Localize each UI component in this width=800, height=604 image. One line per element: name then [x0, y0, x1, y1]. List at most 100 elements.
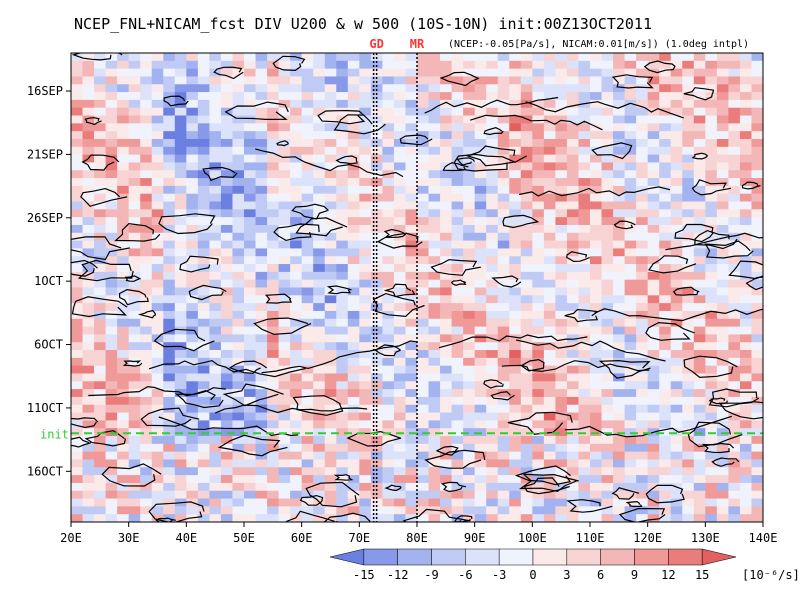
heatmap-cell — [393, 240, 407, 250]
heatmap-cell — [647, 76, 660, 85]
heatmap-cell — [659, 287, 672, 296]
heatmap-cell — [705, 123, 718, 132]
heatmap-cell — [71, 154, 84, 164]
heatmap-cell — [105, 381, 118, 390]
heatmap-cell — [705, 279, 718, 289]
x-tick-label: 110E — [576, 531, 605, 545]
heatmap-cell — [636, 162, 649, 171]
heatmap-cell — [405, 271, 418, 281]
heatmap-cell — [463, 232, 476, 242]
colorbar-swatch — [465, 548, 500, 566]
heatmap-cell — [520, 318, 533, 328]
heatmap-cell — [543, 295, 556, 304]
contour-line — [88, 386, 226, 397]
heatmap-cell — [336, 271, 349, 281]
heatmap-cell — [566, 76, 580, 85]
heatmap-cell — [163, 53, 176, 62]
heatmap-cell — [451, 264, 464, 273]
heatmap-cell — [244, 365, 257, 375]
heatmap-cell — [209, 396, 222, 406]
heatmap-cell — [382, 264, 395, 273]
heatmap-cell — [117, 60, 130, 70]
heatmap-cell — [659, 412, 672, 421]
heatmap-cell — [613, 303, 626, 312]
heatmap-cell — [728, 217, 741, 226]
heatmap-cell — [601, 303, 614, 312]
heatmap-cell — [497, 248, 510, 257]
heatmap-cell — [601, 334, 614, 343]
heatmap-cell — [578, 154, 591, 164]
contour-line — [272, 55, 306, 72]
contour-line — [483, 127, 504, 136]
heatmap-cell — [347, 107, 360, 117]
y-tick-label: 1OCT — [34, 274, 63, 288]
heatmap-cell — [405, 467, 418, 476]
heatmap-cell — [151, 514, 164, 522]
heatmap-cell — [659, 350, 672, 359]
heatmap-cell — [324, 123, 337, 132]
heatmap-cell — [670, 310, 683, 320]
heatmap-cell — [693, 482, 706, 492]
heatmap-cell — [486, 154, 499, 164]
heatmap-cell — [440, 131, 453, 140]
heatmap-cell — [751, 248, 763, 257]
heatmap-cell — [417, 482, 430, 492]
heatmap-cell — [751, 123, 763, 132]
heatmap-cell — [71, 185, 84, 195]
heatmap-cell — [313, 185, 326, 195]
heatmap-cell — [370, 248, 383, 257]
heatmap-cell — [82, 326, 95, 335]
heatmap-cell — [647, 185, 660, 195]
heatmap-cell — [186, 107, 199, 117]
heatmap-cell — [151, 350, 164, 359]
heatmap-cell — [474, 295, 487, 304]
heatmap-cell — [636, 92, 649, 101]
heatmap-cell — [590, 490, 603, 500]
heatmap-cell — [347, 420, 360, 429]
heatmap-cell — [94, 287, 107, 296]
heatmap-cell — [301, 115, 314, 124]
heatmap-cell — [463, 84, 476, 93]
heatmap-cell — [163, 506, 176, 515]
heatmap-cell — [670, 193, 683, 203]
heatmap-cell — [670, 506, 683, 515]
heatmap-cell — [659, 201, 672, 210]
heatmap-cell — [290, 193, 303, 203]
heatmap-cell — [290, 138, 303, 148]
heatmap-cell — [659, 178, 672, 187]
heatmap-cell — [463, 350, 476, 359]
heatmap-cell — [451, 99, 464, 109]
heatmap-cell — [382, 60, 395, 70]
heatmap-cell — [509, 53, 522, 62]
heatmap-cell — [670, 443, 683, 453]
heatmap-cell — [624, 209, 637, 218]
heatmap-cell — [497, 193, 510, 203]
heatmap-cell — [578, 287, 591, 296]
heatmap-cell — [393, 514, 407, 522]
heatmap-cell — [463, 271, 476, 281]
heatmap-cell — [186, 154, 199, 164]
heatmap-cell — [359, 217, 372, 226]
heatmap-cell — [393, 201, 407, 210]
heatmap-cell — [659, 53, 672, 62]
heatmap-cell — [313, 303, 326, 312]
heatmap-cell — [440, 310, 453, 320]
heatmap-cell — [290, 248, 303, 257]
heatmap-cell — [94, 248, 107, 257]
heatmap-cell — [255, 373, 268, 382]
heatmap-cell — [497, 498, 510, 507]
heatmap-cell — [486, 498, 499, 507]
heatmap-cell — [417, 287, 430, 296]
heatmap-cell — [693, 295, 706, 304]
heatmap-cell — [255, 201, 268, 210]
heatmap-cell — [255, 193, 268, 203]
heatmap-cell — [532, 256, 545, 265]
heatmap-cell — [463, 506, 476, 515]
heatmap-cell — [624, 178, 637, 187]
contour-line — [122, 360, 143, 367]
heatmap-cell — [359, 107, 372, 117]
heatmap-cell — [474, 490, 487, 500]
heatmap-cell — [670, 256, 683, 265]
heatmap-cell — [751, 373, 763, 382]
